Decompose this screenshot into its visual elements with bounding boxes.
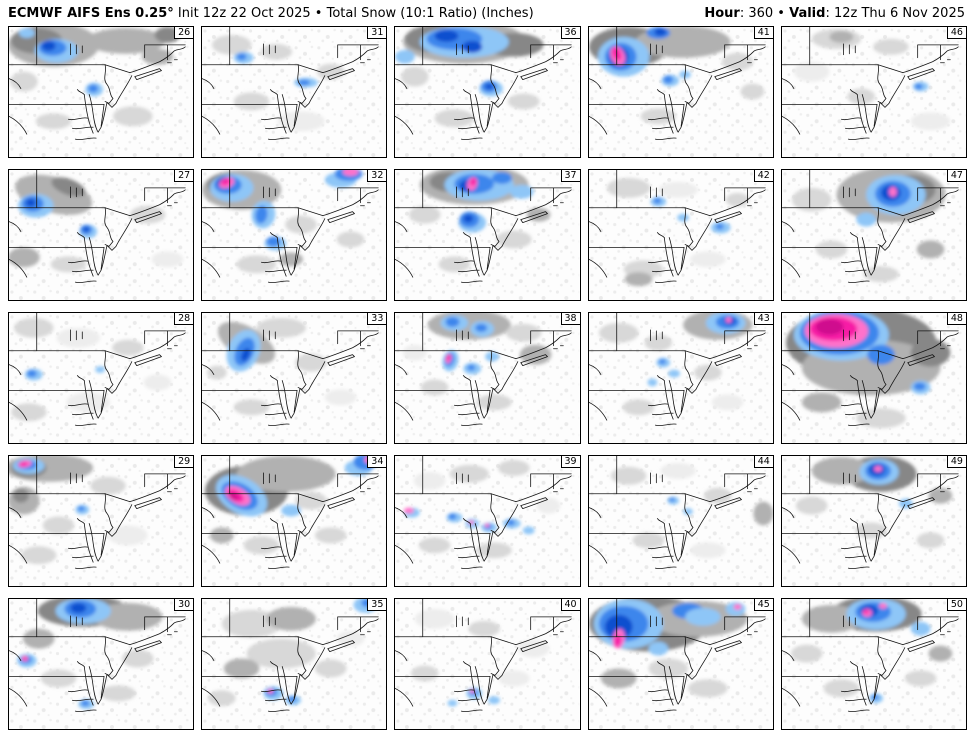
ensemble-member-panel: 49 <box>780 455 967 587</box>
ensemble-member-panel: 46 <box>780 26 967 158</box>
ensemble-member-panel: 36 <box>394 26 581 158</box>
member-number: 30 <box>174 599 194 611</box>
ensemble-member-panel: 28 <box>8 312 195 444</box>
snowfall-map <box>781 313 966 443</box>
snowfall-map <box>588 27 773 157</box>
member-number: 48 <box>946 313 966 325</box>
snowfall-map <box>395 170 580 300</box>
separator: • <box>773 6 790 21</box>
member-number: 47 <box>946 170 966 182</box>
member-number: 31 <box>367 27 387 39</box>
member-number: 46 <box>946 27 966 39</box>
member-number: 40 <box>560 599 580 611</box>
valid-label: Valid <box>789 6 826 21</box>
valid-time: Hour: 360 • Valid: 12z Thu 6 Nov 2025 <box>704 6 965 21</box>
ensemble-member-panel: 30 <box>8 598 195 730</box>
member-number: 26 <box>174 27 194 39</box>
hour-value: : 360 <box>739 6 774 21</box>
member-number: 36 <box>560 27 580 39</box>
ensemble-member-panel: 39 <box>394 455 581 587</box>
member-number: 29 <box>174 456 194 468</box>
snowfall-map <box>781 456 966 586</box>
snowfall-map <box>781 170 966 300</box>
ensemble-member-panel: 43 <box>587 312 774 444</box>
ensemble-member-panel: 27 <box>8 169 195 301</box>
member-number: 49 <box>946 456 966 468</box>
member-number: 43 <box>753 313 773 325</box>
snowfall-map <box>9 456 194 586</box>
member-number: 44 <box>753 456 773 468</box>
snowfall-map <box>588 313 773 443</box>
ensemble-grid: 26 31 36 41 46 27 32 37 42 47 28 33 38 43 48 29 34 39 44 49… <box>0 23 975 738</box>
snowfall-map <box>9 313 194 443</box>
member-number: 41 <box>753 27 773 39</box>
snowfall-map <box>395 313 580 443</box>
member-number: 27 <box>174 170 194 182</box>
ensemble-member-panel: 41 <box>587 26 774 158</box>
snowfall-map <box>9 599 194 729</box>
valid-value: : 12z Thu 6 Nov 2025 <box>825 6 965 21</box>
member-number: 33 <box>367 313 387 325</box>
ensemble-member-panel: 48 <box>780 312 967 444</box>
snowfall-map <box>9 27 194 157</box>
snowfall-map <box>202 170 387 300</box>
ensemble-member-panel: 50 <box>780 598 967 730</box>
snowfall-map <box>202 27 387 157</box>
model-name: ECMWF AIFS Ens 0.25° <box>8 6 174 21</box>
ensemble-member-panel: 32 <box>201 169 388 301</box>
member-number: 37 <box>560 170 580 182</box>
title-details: Init 12z 22 Oct 2025 • Total Snow (10:1 … <box>173 6 534 21</box>
ensemble-member-panel: 35 <box>201 598 388 730</box>
ensemble-member-panel: 42 <box>587 169 774 301</box>
snowfall-map <box>395 456 580 586</box>
member-number: 28 <box>174 313 194 325</box>
ensemble-member-panel: 40 <box>394 598 581 730</box>
member-number: 35 <box>367 599 387 611</box>
ensemble-member-panel: 37 <box>394 169 581 301</box>
snowfall-map <box>395 599 580 729</box>
snowfall-map <box>588 599 773 729</box>
ensemble-member-panel: 29 <box>8 455 195 587</box>
ensemble-member-panel: 38 <box>394 312 581 444</box>
member-number: 42 <box>753 170 773 182</box>
snowfall-map <box>9 170 194 300</box>
ensemble-member-panel: 33 <box>201 312 388 444</box>
snowfall-map <box>781 599 966 729</box>
snowfall-map <box>588 456 773 586</box>
ensemble-member-panel: 45 <box>587 598 774 730</box>
ensemble-member-panel: 47 <box>780 169 967 301</box>
member-number: 38 <box>560 313 580 325</box>
snowfall-map <box>395 27 580 157</box>
snowfall-map <box>202 599 387 729</box>
header: ECMWF AIFS Ens 0.25° Init 12z 22 Oct 202… <box>0 0 975 23</box>
ensemble-member-panel: 31 <box>201 26 388 158</box>
snowfall-map <box>202 313 387 443</box>
snowfall-map <box>202 456 387 586</box>
snowfall-map <box>781 27 966 157</box>
member-number: 50 <box>946 599 966 611</box>
member-number: 34 <box>367 456 387 468</box>
snowfall-map <box>588 170 773 300</box>
hour-label: Hour <box>704 6 740 21</box>
ensemble-member-panel: 34 <box>201 455 388 587</box>
ensemble-member-panel: 44 <box>587 455 774 587</box>
member-number: 32 <box>367 170 387 182</box>
product-title: ECMWF AIFS Ens 0.25° Init 12z 22 Oct 202… <box>8 6 534 21</box>
member-number: 39 <box>560 456 580 468</box>
member-number: 45 <box>753 599 773 611</box>
ensemble-member-panel: 26 <box>8 26 195 158</box>
